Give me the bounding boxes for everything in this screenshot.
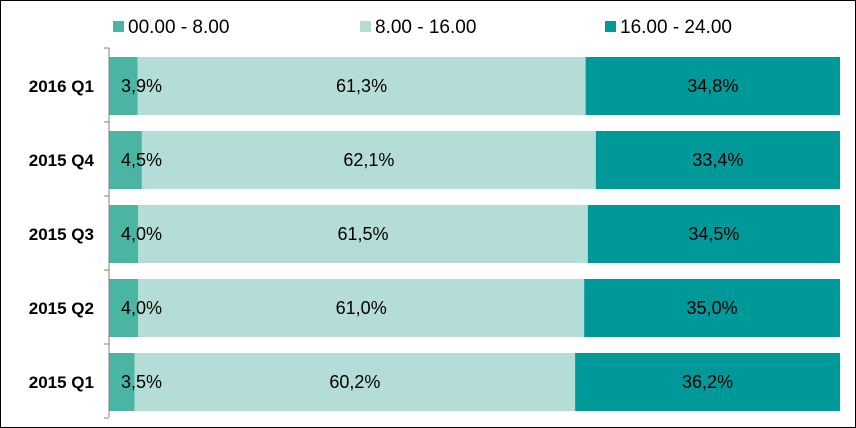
bar-segment xyxy=(109,353,135,411)
category-label: 2015 Q3 xyxy=(29,225,94,244)
data-label: 60,2% xyxy=(329,372,380,392)
category-label: 2015 Q1 xyxy=(29,373,94,392)
bar-segment xyxy=(109,57,138,115)
legend-label-3: 16.00 - 24.00 xyxy=(620,17,732,38)
bar-segment xyxy=(138,205,588,263)
category-label: 2015 Q2 xyxy=(29,299,94,318)
bar-segment xyxy=(595,131,840,189)
bar-segment xyxy=(575,353,840,411)
bar-segment xyxy=(587,205,840,263)
legend-swatch-1 xyxy=(113,21,124,32)
data-label: 3,9% xyxy=(121,76,162,96)
data-label: 62,1% xyxy=(343,150,394,170)
category-label: 2016 Q1 xyxy=(29,77,94,96)
data-label: 35,0% xyxy=(687,298,738,318)
bar-segment xyxy=(585,57,840,115)
data-label: 34,8% xyxy=(687,76,738,96)
bar-segment xyxy=(141,131,596,189)
bar-segment xyxy=(109,131,142,189)
bar-segment xyxy=(109,205,139,263)
data-label: 36,2% xyxy=(682,372,733,392)
category-label: 2015 Q4 xyxy=(29,151,95,170)
data-label: 61,5% xyxy=(337,224,388,244)
data-label: 4,0% xyxy=(121,224,162,244)
data-label: 34,5% xyxy=(688,224,739,244)
bar-segment xyxy=(137,57,586,115)
legend-label-2: 8.00 - 16.00 xyxy=(375,17,476,38)
bar-segment xyxy=(134,353,576,411)
bar-segment xyxy=(138,279,585,337)
legend-label-1: 00.00 - 8.00 xyxy=(128,17,229,38)
bar-segment xyxy=(584,279,840,337)
bar-segment xyxy=(109,279,139,337)
data-label: 33,4% xyxy=(692,150,743,170)
data-label: 4,5% xyxy=(121,150,162,170)
data-label: 61,0% xyxy=(336,298,387,318)
data-label: 3,5% xyxy=(121,372,162,392)
legend-swatch-3 xyxy=(605,21,616,32)
legend-swatch-2 xyxy=(360,21,371,32)
data-label: 4,0% xyxy=(121,298,162,318)
data-label: 61,3% xyxy=(336,76,387,96)
